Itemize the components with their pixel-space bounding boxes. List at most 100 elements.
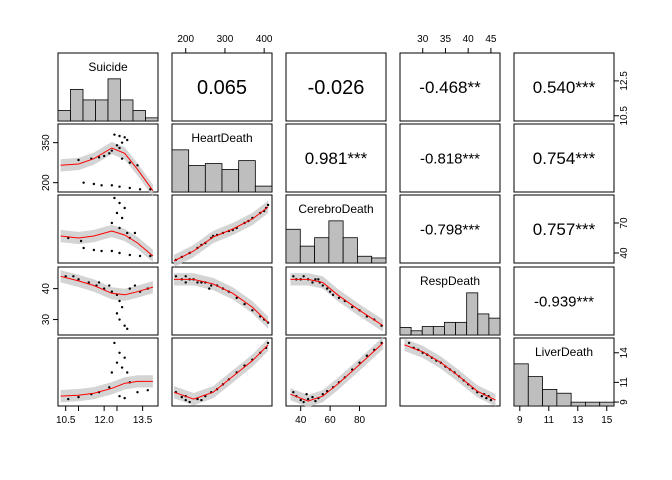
panel-r2-c1 — [171, 194, 273, 264]
data-point — [123, 356, 126, 359]
hist-bar — [132, 110, 146, 122]
loess-smooth-line — [60, 147, 154, 191]
data-point — [118, 185, 121, 188]
data-point — [331, 293, 335, 297]
x-tick-label: 11 — [544, 415, 555, 426]
y-tick-label: 200 — [41, 174, 52, 191]
data-point — [77, 278, 80, 281]
x-tick-label: 12.0 — [94, 415, 114, 426]
correlation-label: 0.757*** — [533, 220, 596, 239]
hist-bar — [299, 245, 315, 264]
data-point — [350, 305, 354, 309]
top-tick-label: 300 — [217, 34, 234, 45]
top-tick-label: 200 — [177, 34, 194, 45]
data-point — [321, 284, 324, 287]
data-point — [118, 134, 121, 138]
hist-bar — [188, 165, 206, 193]
data-point — [64, 275, 67, 278]
panel-r1-c2 — [285, 123, 387, 193]
hist-bar — [145, 117, 159, 122]
panel-r0-c2 — [285, 52, 387, 122]
data-point — [302, 275, 305, 278]
data-point — [133, 231, 137, 235]
hist-bar — [204, 163, 223, 193]
top-tick-label: 35 — [440, 34, 452, 45]
data-point — [149, 254, 152, 258]
data-point — [100, 184, 103, 187]
data-point — [118, 146, 121, 150]
data-point — [305, 392, 308, 396]
x-tick-label: 80 — [354, 415, 366, 426]
loess-smooth-line — [174, 278, 269, 323]
data-point — [123, 324, 126, 327]
confidence-band — [60, 375, 153, 403]
panel-r2-c3 — [399, 194, 501, 264]
data-point — [115, 312, 119, 315]
data-point — [314, 399, 317, 403]
hist-bar — [527, 376, 543, 407]
variable-name-respdeath: RespDeath — [420, 274, 480, 288]
data-point — [110, 371, 114, 374]
scatter-cerebrodeath-vs-suicide — [60, 196, 154, 263]
data-point — [180, 395, 184, 399]
x-tick-label: 13.5 — [133, 415, 153, 426]
top-tick-label: 45 — [485, 34, 497, 45]
data-point — [184, 275, 187, 278]
histogram-suicide: Suicide — [57, 60, 159, 122]
correlation-label: -0.798*** — [420, 221, 480, 238]
correlation-label: 0.754*** — [533, 149, 596, 168]
data-point — [328, 290, 332, 293]
data-point — [136, 164, 139, 167]
data-point — [110, 290, 114, 293]
panel-r0-c1 — [171, 52, 273, 122]
data-point — [337, 296, 341, 300]
hist-bar — [70, 88, 84, 122]
x-tick-label: 40 — [295, 415, 307, 426]
right-tick-label: 11 — [619, 377, 630, 388]
data-point — [299, 398, 302, 402]
data-point — [120, 157, 124, 160]
confidence-band — [60, 270, 153, 301]
correlation-label: -0.939*** — [534, 293, 594, 310]
confidence-band — [174, 338, 269, 406]
loess-smooth-line — [60, 275, 154, 296]
data-point — [113, 196, 116, 200]
data-point — [110, 149, 114, 152]
data-point — [118, 351, 121, 354]
panel-r3-c4 — [513, 266, 615, 336]
correlation-label: -0.026 — [308, 77, 365, 99]
loess-smooth-line — [290, 342, 384, 402]
data-point — [292, 391, 295, 394]
panel-r4-c3 — [399, 337, 501, 407]
data-point — [77, 395, 80, 399]
variable-name-cerebrodeath: CerebroDeath — [298, 202, 373, 216]
hist-bar — [285, 228, 301, 264]
data-point — [110, 249, 114, 253]
y-tick-label: 350 — [41, 134, 52, 151]
x-tick-label: 10.5 — [56, 415, 76, 426]
right-tick-label: 40 — [619, 247, 630, 259]
confidence-band — [174, 273, 269, 329]
data-point — [110, 221, 114, 225]
data-point — [108, 152, 111, 155]
data-point — [480, 394, 484, 398]
panel-r2-c4 — [513, 194, 615, 264]
data-point — [128, 287, 131, 290]
hist-bar — [342, 237, 358, 264]
data-point — [188, 400, 191, 404]
data-point — [302, 400, 305, 404]
hist-bar — [399, 327, 412, 336]
hist-bar — [421, 326, 434, 336]
hist-bar — [107, 78, 121, 122]
data-point — [196, 397, 199, 401]
data-point — [82, 246, 85, 250]
hist-bar — [556, 392, 572, 407]
data-point — [311, 281, 314, 284]
hist-bar — [82, 99, 96, 122]
confidence-band — [290, 273, 384, 332]
top-tick-label: 30 — [417, 34, 429, 45]
right-tick-label: 9 — [619, 399, 630, 405]
data-point — [115, 361, 119, 364]
data-point — [325, 287, 329, 290]
loess-smooth-line — [290, 278, 384, 327]
